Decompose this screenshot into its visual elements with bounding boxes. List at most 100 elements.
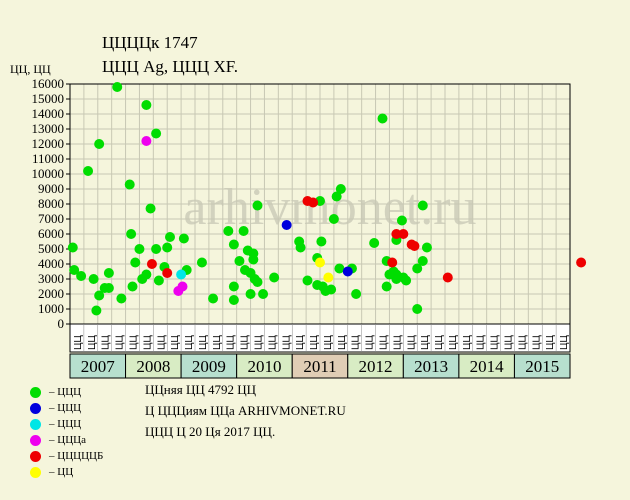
data-point xyxy=(196,257,207,268)
x-tick-label: ЦЦ xyxy=(476,335,487,350)
year-band xyxy=(291,353,349,379)
data-point xyxy=(351,289,362,299)
x-tick-label: ЦЦ xyxy=(434,335,445,350)
x-tick-label: ЦЦ xyxy=(448,335,459,350)
x-tick-label: ЦЦ xyxy=(337,335,348,350)
legend-label: – ЦЦЦ xyxy=(49,418,82,430)
x-tick-label: ЦЦ xyxy=(212,335,223,350)
data-point xyxy=(396,215,407,226)
data-point xyxy=(94,139,105,149)
data-point xyxy=(401,275,412,286)
data-point xyxy=(223,226,234,236)
chart-title: ЦЦЦЦк 1747 xyxy=(102,33,198,52)
x-tick-label: ЦЦ xyxy=(240,335,251,350)
data-point xyxy=(421,242,432,253)
year-label: 2015 xyxy=(525,357,559,376)
x-tick-label: ЦЦ xyxy=(351,335,362,350)
year-label: 2010 xyxy=(247,357,281,376)
data-point xyxy=(162,268,173,278)
data-point xyxy=(127,281,138,292)
data-point xyxy=(387,257,398,268)
legend-marker xyxy=(30,386,41,398)
y-tick-label: 5000 xyxy=(38,241,64,256)
x-tick-label: ЦЦ xyxy=(115,335,126,350)
data-point xyxy=(398,229,409,239)
year-label: 2009 xyxy=(192,357,226,376)
year-label: 2008 xyxy=(136,357,170,376)
data-point xyxy=(417,200,428,211)
legend-item: – ЦЦЦ xyxy=(30,386,81,398)
data-point xyxy=(228,295,239,305)
data-point xyxy=(88,274,99,284)
data-point xyxy=(208,293,219,304)
note-source: Ц ЦЦЦиям ЦЦа ARHIVMONET.RU xyxy=(145,403,346,418)
data-point xyxy=(238,226,249,236)
y-tick-label: 13000 xyxy=(32,121,65,136)
data-point xyxy=(576,257,587,268)
data-point xyxy=(412,304,423,314)
y-tick-label: 0 xyxy=(58,316,65,331)
y-tick-label: 6000 xyxy=(38,226,64,241)
y-tick-label: 3000 xyxy=(38,271,64,286)
data-point xyxy=(146,259,157,269)
year-label: 2007 xyxy=(81,357,116,376)
legend-label: – ЦЦЦЦЦБ xyxy=(49,450,104,462)
data-point xyxy=(281,220,292,230)
year-label: 2014 xyxy=(470,357,505,376)
data-point xyxy=(151,128,162,139)
y-axis-unit-label: ЦЦ, ЦЦ xyxy=(10,62,51,76)
y-tick-label: 7000 xyxy=(38,211,64,226)
y-tick-label: 16000 xyxy=(32,76,65,91)
data-point xyxy=(323,272,334,283)
data-point xyxy=(409,241,420,251)
year-label: 2011 xyxy=(303,357,336,376)
data-point xyxy=(141,136,152,146)
data-point xyxy=(417,256,428,266)
year-band xyxy=(69,353,127,379)
data-point xyxy=(335,184,346,194)
legend-item: – ЦЦЦ xyxy=(30,418,81,430)
x-tick-label: ЦЦ xyxy=(365,335,376,350)
y-tick-label: 10000 xyxy=(32,166,65,181)
x-tick-label: ЦЦ xyxy=(392,335,403,350)
data-point xyxy=(302,275,313,286)
year-band xyxy=(513,353,571,379)
data-point xyxy=(141,269,152,280)
legend-marker xyxy=(30,402,41,414)
x-tick-label: ЦЦ xyxy=(379,335,390,350)
x-tick-label: ЦЦ xyxy=(184,335,195,350)
y-tick-label: 2000 xyxy=(38,286,64,301)
y-tick-label: 1000 xyxy=(38,301,64,316)
data-point xyxy=(177,281,188,292)
data-point xyxy=(130,257,141,268)
year-label: 2013 xyxy=(414,357,448,376)
legend-label: – ЦЦЦ xyxy=(49,402,82,414)
data-point xyxy=(228,239,239,250)
legend-item: – ЦЦЦа xyxy=(30,434,86,446)
x-tick-label: ЦЦ xyxy=(170,335,181,350)
x-tick-label: ЦЦ xyxy=(254,335,265,350)
data-point xyxy=(165,232,175,242)
y-tick-label: 11000 xyxy=(32,151,64,166)
data-point xyxy=(328,214,339,224)
data-point xyxy=(234,256,245,266)
data-point xyxy=(228,281,239,292)
y-tick-label: 9000 xyxy=(38,181,64,196)
year-band xyxy=(180,353,238,379)
y-tick-label: 12000 xyxy=(32,136,65,151)
x-tick-label: ЦЦ xyxy=(156,335,167,350)
data-point xyxy=(116,293,127,304)
x-tick-label: ЦЦ xyxy=(490,335,501,350)
x-tick-label: ЦЦ xyxy=(559,335,570,350)
x-tick-label: ЦЦ xyxy=(87,335,98,350)
x-tick-label: ЦЦ xyxy=(406,335,417,350)
data-point xyxy=(315,257,325,268)
data-point xyxy=(112,82,123,92)
data-point xyxy=(442,272,453,283)
data-point xyxy=(134,244,145,254)
data-point xyxy=(369,238,380,248)
legend-marker xyxy=(30,450,41,462)
data-point xyxy=(377,113,388,124)
data-point xyxy=(176,269,187,280)
